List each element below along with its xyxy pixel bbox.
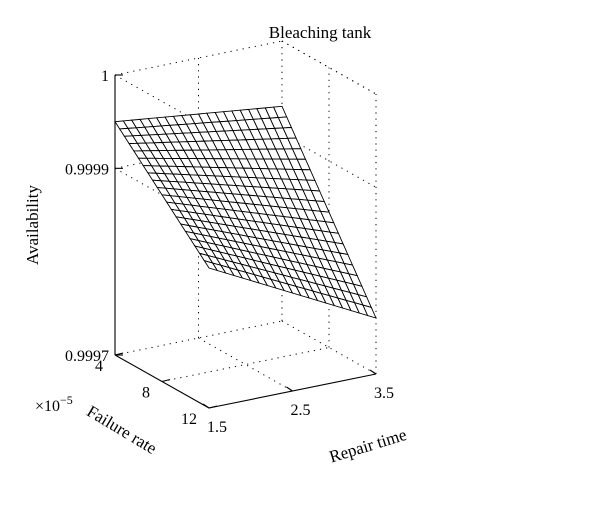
x-tick-label-0: 1.5: [207, 419, 227, 436]
y-tick-label-1: 8: [142, 385, 150, 402]
y-tick-label-2: 12: [181, 411, 197, 428]
z-tick-label-0: 0.9997: [65, 348, 109, 365]
x-tick-2: [369, 369, 377, 375]
x-tick-label-2: 3.5: [374, 385, 394, 402]
y-tick-1: [161, 378, 171, 383]
x-tick-1: [286, 386, 293, 392]
y-tick-label-0: 4: [95, 358, 103, 375]
x-tick-0: [202, 403, 210, 409]
grid-line-floor-mid-x: [198, 337, 293, 392]
surface-cell: [362, 304, 377, 319]
z-axis-label: Availability: [23, 185, 42, 265]
surface-mesh: [114, 105, 377, 319]
x-axis-label: Repair time: [327, 425, 409, 466]
chart-title: Bleaching tank: [269, 23, 372, 42]
y-axis-label: Failure rate: [84, 402, 161, 458]
y-tick-0: [114, 352, 124, 356]
z-tick-label-2: 1: [101, 68, 109, 85]
x-tick-label-1: 2.5: [291, 402, 311, 419]
y-axis-exponent: ×10−5: [35, 393, 73, 415]
y-tick-2: [208, 405, 218, 409]
z-tick-label-1: 0.9999: [65, 161, 109, 178]
grid-line-floor-mid-y: [161, 347, 330, 382]
